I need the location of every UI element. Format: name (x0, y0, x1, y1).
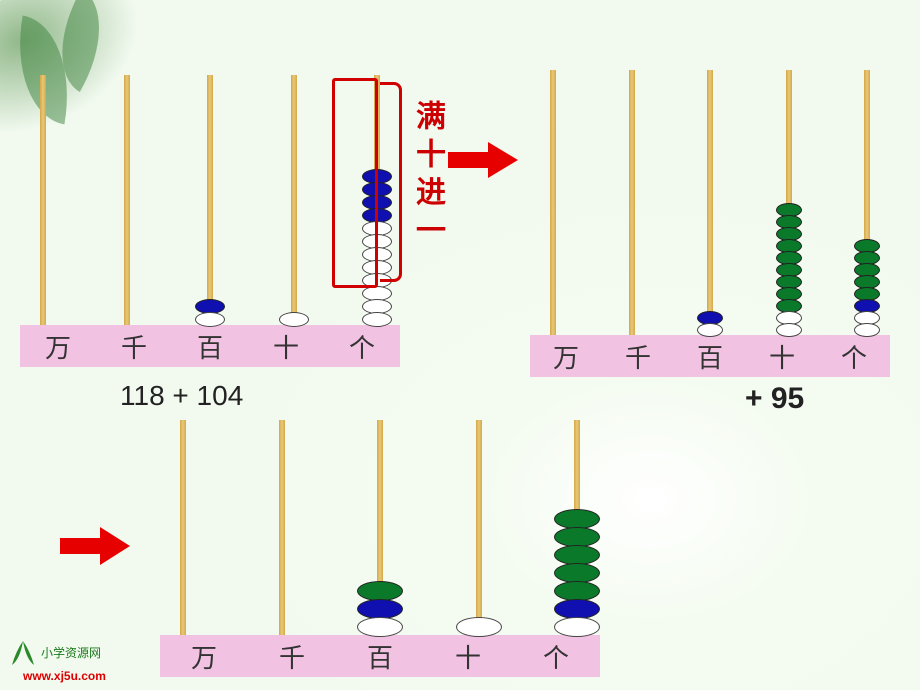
abacus-rod (207, 75, 213, 325)
bead-white (357, 617, 403, 637)
abacus-rod (574, 420, 580, 635)
bead-green (554, 563, 600, 583)
place-label: 个 (324, 328, 400, 365)
highlight-box (332, 78, 378, 288)
logo-text-cn: 小学资源网 (41, 646, 101, 660)
bead-white (362, 312, 392, 327)
abacus-rod (786, 70, 792, 335)
place-label: 十 (424, 638, 512, 675)
place-label: 千 (96, 328, 172, 365)
place-label: 万 (160, 638, 248, 675)
site-logo: 小学资源网 www.xj5u.com (8, 639, 106, 684)
abacus-rod (279, 420, 285, 635)
bead-white (279, 312, 309, 327)
abacus-rod (180, 420, 186, 635)
bead-blue (357, 599, 403, 619)
bead-green (357, 581, 403, 601)
bead-white (854, 323, 880, 337)
abacus-rod (40, 75, 46, 325)
abacus-rod (291, 75, 297, 325)
carry-text: 满十进一 (405, 100, 449, 252)
logo-text-url: www.xj5u.com (23, 669, 106, 683)
place-label: 十 (746, 338, 818, 375)
place-value-bar: 万千百十个 (160, 635, 600, 677)
bead-white (554, 617, 600, 637)
bead-green (554, 545, 600, 565)
place-label: 百 (172, 328, 248, 365)
bead-green (554, 581, 600, 601)
place-label: 个 (818, 338, 890, 375)
bead-blue (554, 599, 600, 619)
place-label: 个 (512, 638, 600, 675)
bead-white (697, 323, 723, 337)
place-label: 千 (248, 638, 336, 675)
abacus-rod (377, 420, 383, 635)
abacus-rod (476, 420, 482, 635)
abacus-rod (629, 70, 635, 335)
place-label: 千 (602, 338, 674, 375)
abacus-rod (550, 70, 556, 335)
abacus-bottom: 万千百十个 (160, 420, 600, 677)
arrow-right-1 (448, 140, 518, 180)
bead-green (554, 527, 600, 547)
place-label: 十 (248, 328, 324, 365)
carry-bracket (380, 82, 402, 282)
place-label: 百 (674, 338, 746, 375)
bead-white (456, 617, 502, 637)
expression-1: 118 + 104 (120, 380, 243, 412)
arrow-right-2 (60, 525, 130, 567)
place-value-bar: 万千百十个 (530, 335, 890, 377)
abacus-rod (124, 75, 130, 325)
bead-white (776, 323, 802, 337)
abacus-right: 万千百十个 (530, 70, 890, 377)
bead-green (554, 509, 600, 529)
place-label: 百 (336, 638, 424, 675)
expression-2: + 95 (745, 382, 804, 416)
abacus-rod (707, 70, 713, 335)
bead-white (195, 312, 225, 327)
abacus-rod (864, 70, 870, 335)
place-value-bar: 万千百十个 (20, 325, 400, 367)
place-label: 万 (20, 328, 96, 365)
place-label: 万 (530, 338, 602, 375)
